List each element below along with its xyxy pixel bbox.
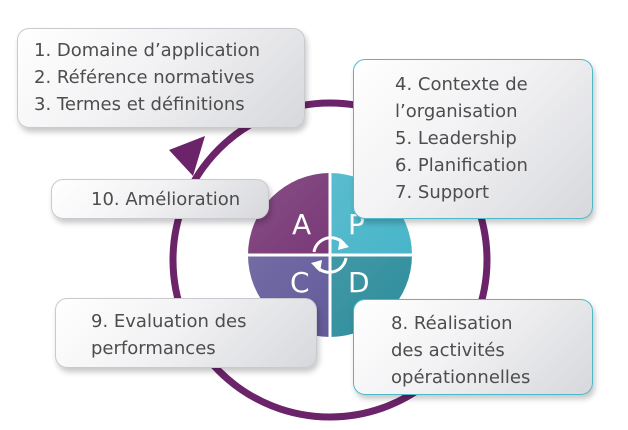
- box-line: opérationnelles: [391, 367, 531, 388]
- box-line: 10. Amélioration: [91, 189, 241, 210]
- evaluation-box: 9. Evaluation des performances: [55, 298, 317, 368]
- box-line: 6. Planification: [395, 155, 528, 176]
- cycle-ring: [169, 99, 491, 421]
- box-line: l’organisation: [395, 101, 518, 122]
- improvement-box: 10. Amélioration: [51, 179, 269, 219]
- box-line: 9. Evaluation des: [91, 311, 247, 332]
- box-line: 7. Support: [395, 182, 490, 203]
- context-box: 4. Contexte de l’organisation 5. Leaders…: [353, 59, 593, 219]
- box-line: 8. Réalisation: [391, 313, 513, 334]
- box-line: 4. Contexte de: [395, 74, 528, 95]
- box-line: 5. Leadership: [395, 128, 517, 149]
- scope-box: 1. Domaine d’application 2. Référence no…: [17, 28, 305, 128]
- act-label: A: [292, 208, 312, 241]
- box-line: 1. Domaine d’application: [34, 40, 260, 61]
- rotation-arrowhead-icon: [338, 238, 349, 250]
- check-label: C: [290, 266, 310, 299]
- box-line: 2. Référence normatives: [34, 67, 255, 88]
- cycle-arrowhead-icon: [169, 136, 205, 176]
- box-line: des activités: [391, 340, 505, 361]
- operations-box: 8. Réalisation des activités opérationne…: [353, 299, 593, 395]
- do-label: D: [348, 266, 370, 299]
- rotation-arrowhead-icon: [311, 260, 322, 272]
- box-line: performances: [91, 338, 216, 359]
- box-line: 3. Termes et définitions: [34, 94, 245, 115]
